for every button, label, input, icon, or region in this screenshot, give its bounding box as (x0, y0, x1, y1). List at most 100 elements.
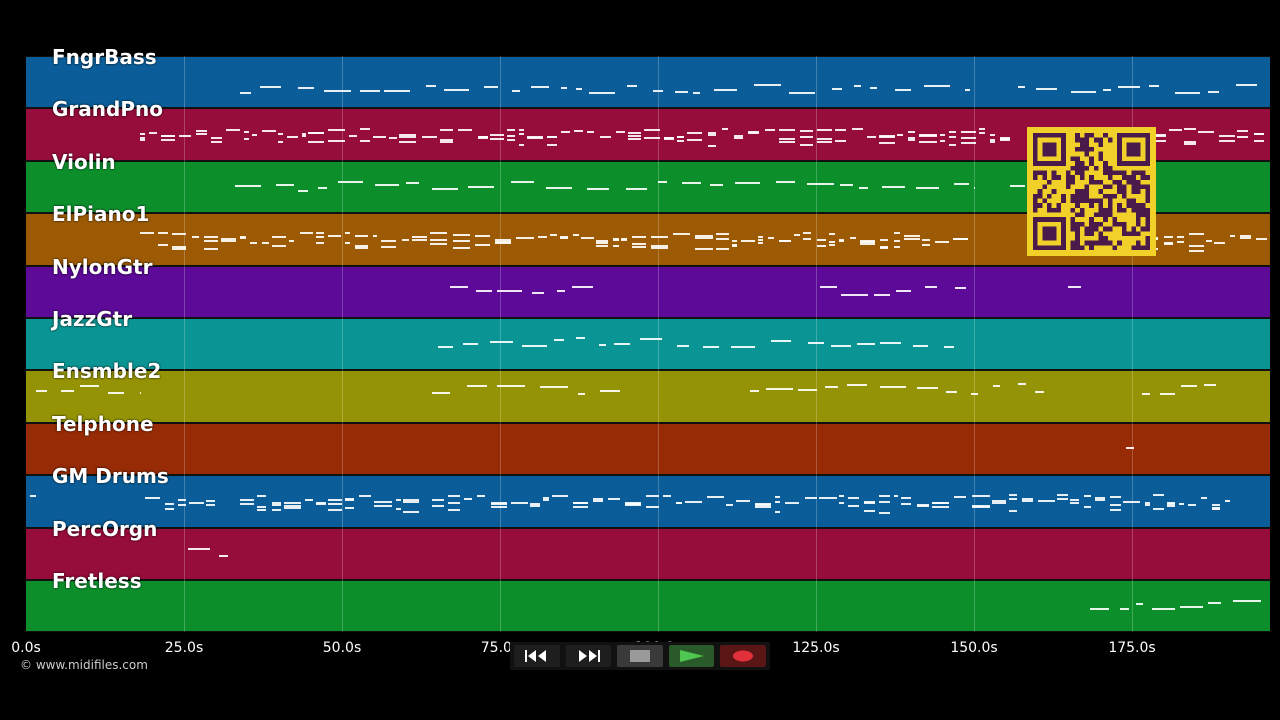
midi-note (1167, 505, 1176, 508)
credit-text[interactable]: © www.midifiles.com (20, 658, 148, 672)
midi-note (1229, 235, 1236, 238)
midi-note (616, 131, 625, 134)
midi-note (847, 383, 868, 386)
stop-icon (629, 650, 650, 662)
midi-note (820, 286, 837, 289)
midi-note (1136, 603, 1144, 606)
midi-note (593, 497, 603, 500)
midi-note (328, 503, 342, 506)
midi-note (510, 501, 529, 504)
time-tick-label: 125.0s (792, 640, 840, 656)
midi-note (191, 236, 199, 239)
midi-note (373, 235, 378, 238)
midi-note (507, 128, 516, 131)
midi-note (546, 136, 558, 139)
midi-note (992, 501, 1006, 504)
track-lane[interactable] (26, 56, 1270, 109)
midi-note (1177, 236, 1184, 239)
midi-note (1163, 236, 1174, 239)
midi-note (879, 494, 891, 497)
midi-note (900, 496, 912, 499)
time-tick-label: 75.0s (480, 640, 520, 656)
track-lane[interactable] (26, 580, 1270, 633)
fast-forward-button[interactable] (565, 645, 612, 667)
midi-note (177, 498, 186, 501)
stop-button[interactable] (617, 645, 663, 667)
midi-note (1035, 88, 1057, 91)
midi-note (924, 85, 950, 88)
midi-note (463, 342, 478, 345)
midi-note (344, 498, 354, 501)
midi-note (30, 495, 36, 498)
midi-note (1189, 232, 1204, 235)
midi-note (474, 244, 491, 247)
midi-note (1253, 133, 1265, 136)
track-lane[interactable] (26, 370, 1270, 423)
midi-note (675, 502, 683, 505)
midi-note (1163, 242, 1174, 245)
midi-note (188, 547, 211, 550)
midi-note (172, 248, 186, 251)
midi-note (403, 510, 420, 513)
midi-note (1188, 503, 1197, 506)
midi-note (715, 233, 730, 236)
midi-note (426, 85, 436, 88)
midi-note (546, 187, 573, 190)
midi-note (598, 343, 607, 346)
midi-note (694, 234, 713, 237)
midi-note (799, 129, 813, 132)
midi-note (1018, 85, 1026, 88)
midi-note (148, 132, 157, 135)
grid-line (658, 56, 659, 632)
midi-note (907, 138, 916, 141)
midi-note (477, 495, 485, 498)
midi-note (243, 130, 249, 133)
midi-note (859, 240, 876, 243)
midi-note (736, 500, 751, 503)
midi-note (467, 384, 488, 387)
track-lane[interactable] (26, 318, 1270, 371)
midi-note (731, 244, 738, 247)
midi-note (1123, 500, 1140, 503)
track-label: Ensmble2 (52, 359, 162, 384)
midi-note (539, 386, 568, 389)
midi-note (164, 502, 174, 505)
midi-note (195, 129, 207, 132)
midi-note (430, 232, 448, 235)
midi-note (816, 244, 826, 247)
midi-note (596, 241, 609, 244)
track-lane[interactable] (26, 265, 1270, 318)
midi-note (305, 499, 314, 502)
midi-note (299, 232, 314, 235)
record-button[interactable] (720, 645, 766, 667)
track-lane[interactable] (26, 475, 1270, 528)
rewind-button[interactable] (514, 645, 560, 667)
track-lane[interactable] (26, 527, 1270, 580)
midi-note (1109, 496, 1122, 499)
midi-note (395, 508, 402, 511)
midi-note (354, 245, 369, 248)
midi-note (1010, 185, 1025, 188)
midi-note (188, 502, 205, 504)
midi-note (916, 504, 930, 507)
midi-note (1035, 391, 1045, 394)
midi-note (870, 87, 878, 90)
fast-forward-icon (579, 650, 601, 662)
midi-note (621, 238, 628, 241)
midi-note (218, 554, 228, 557)
midi-note (879, 134, 895, 137)
midi-note (907, 130, 916, 133)
midi-note (308, 140, 324, 143)
midi-note (803, 232, 812, 235)
grid-line (816, 56, 817, 632)
midi-note (713, 88, 738, 91)
midi-note (922, 243, 931, 246)
midi-note (779, 239, 791, 242)
midi-note (1218, 139, 1235, 142)
midi-note (158, 232, 169, 235)
play-button[interactable] (668, 645, 715, 667)
midi-note (518, 129, 525, 132)
midi-note (663, 136, 674, 139)
track-lane[interactable] (26, 422, 1270, 476)
midi-note (495, 239, 511, 242)
